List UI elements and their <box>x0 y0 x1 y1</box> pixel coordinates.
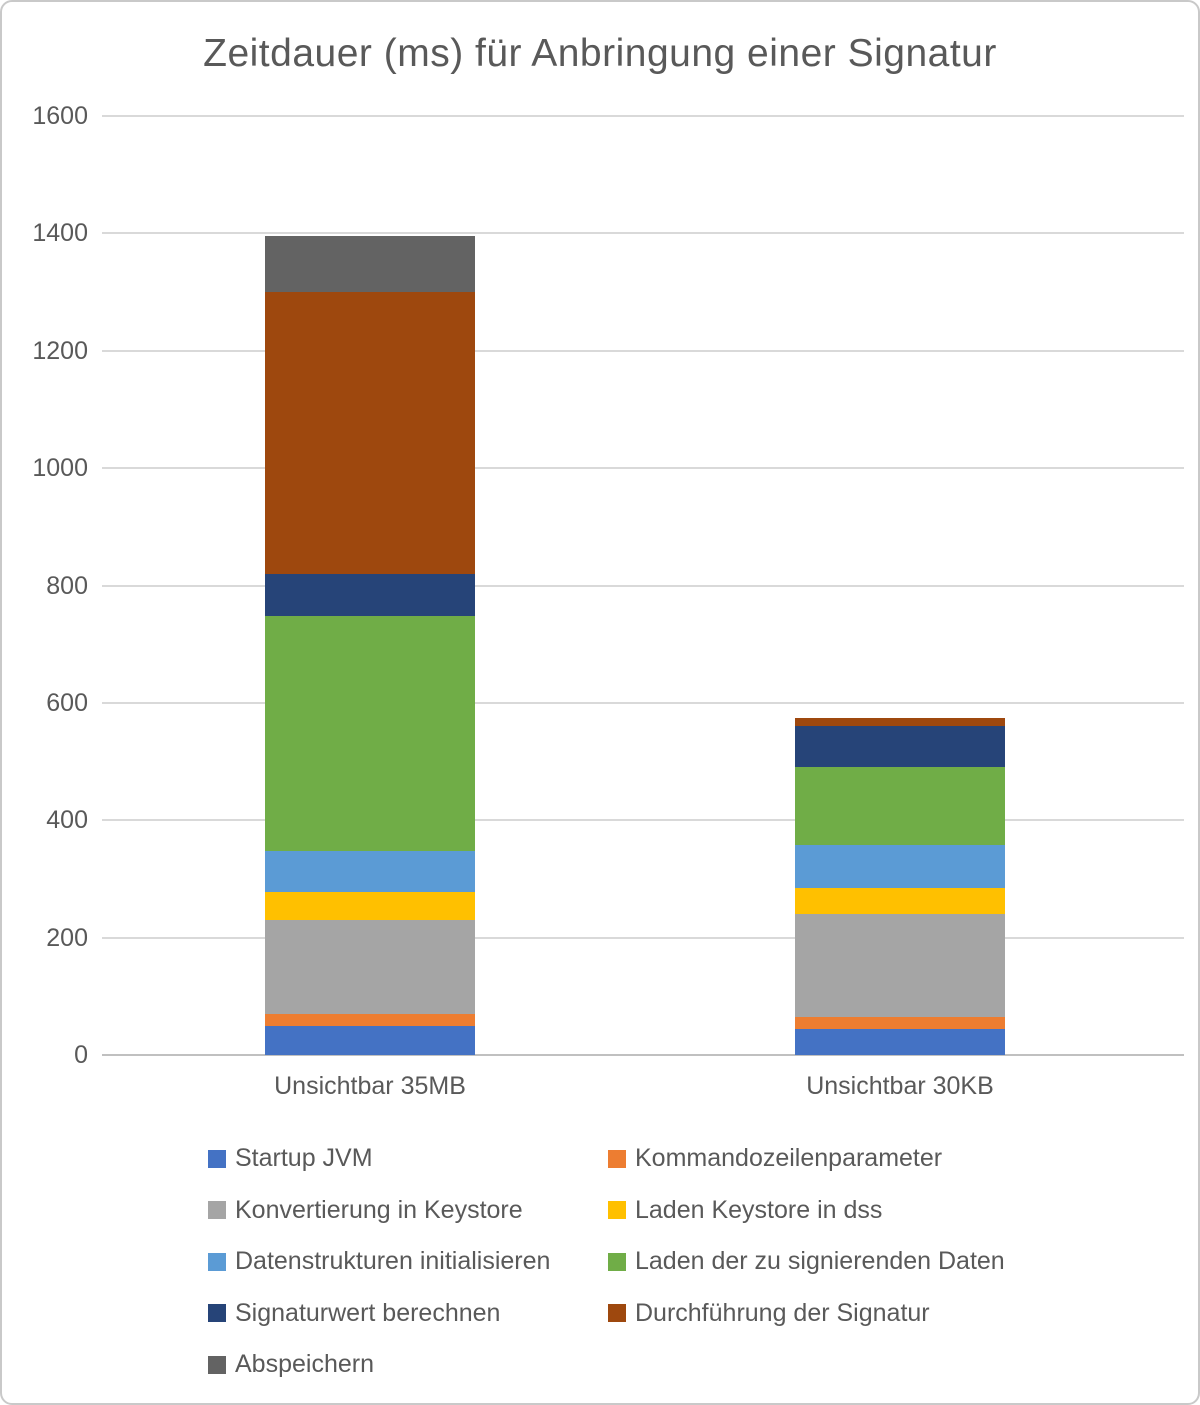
legend-label: Konvertierung in Keystore <box>235 1195 523 1224</box>
legend-item: Laden der zu signierenden Daten <box>608 1247 1005 1276</box>
y-tick-label: 200 <box>46 923 88 952</box>
gridline-800 <box>102 584 1184 587</box>
y-tick-label: 600 <box>46 688 88 717</box>
legend-swatch <box>608 1149 626 1168</box>
legend-label: Laden Keystore in dss <box>635 1195 883 1224</box>
gridline-1000 <box>102 467 1184 470</box>
bar-segment <box>795 717 1005 726</box>
legend-swatch <box>608 1201 626 1220</box>
legend: Startup JVM Kommandozeilenparameter Konver… <box>208 1133 1005 1391</box>
legend-item: Durchführung der Signatur <box>608 1299 1005 1328</box>
bar-segment <box>265 616 475 851</box>
bar-segment <box>265 236 475 293</box>
gridline-400 <box>102 819 1184 822</box>
bar-Unsichtbar 35MB <box>265 116 475 1055</box>
legend-item: Datenstrukturen initialisieren <box>208 1247 608 1276</box>
bar-segment <box>795 1028 1005 1055</box>
legend-label: Abspeichern <box>235 1350 374 1379</box>
chart-title: Zeitdauer (ms) für Anbringung einer Sign… <box>203 32 997 75</box>
legend-label: Kommandozeilenparameter <box>635 1144 943 1173</box>
y-tick-label: 0 <box>74 1041 88 1069</box>
bar-segment <box>795 1016 1005 1029</box>
gridline-0 <box>102 1054 1184 1056</box>
legend-label: Datenstrukturen initialisieren <box>235 1247 551 1276</box>
bar-Unsichtbar 30KB <box>795 116 1005 1055</box>
legend-item: Konvertierung in Keystore <box>208 1196 608 1225</box>
y-tick-label: 800 <box>46 571 88 600</box>
y-tick-label: 1600 <box>32 102 88 130</box>
gridline-600 <box>102 701 1184 704</box>
bar-segment <box>265 573 475 617</box>
legend-label: Signaturwert berechnen <box>235 1298 501 1327</box>
gridline-1200 <box>102 349 1184 352</box>
legend-swatch <box>208 1304 226 1323</box>
bar-segment <box>265 1013 475 1026</box>
legend-swatch <box>208 1201 226 1220</box>
legend-swatch <box>208 1149 226 1168</box>
y-tick-label: 1200 <box>32 336 88 365</box>
legend-label: Laden der zu signierenden Daten <box>635 1247 1005 1276</box>
bar-segment <box>265 850 475 892</box>
y-tick-label: 1000 <box>32 454 88 483</box>
gridline-1600 <box>102 115 1184 117</box>
bar-segment <box>795 887 1005 915</box>
legend-item: Signaturwert berechnen <box>208 1299 608 1328</box>
legend-label: Startup JVM <box>235 1144 373 1173</box>
category-label: Unsichtbar 30KB <box>806 1072 994 1100</box>
bar-segment <box>795 767 1005 845</box>
legend-swatch <box>608 1304 626 1323</box>
legend-swatch <box>208 1355 226 1374</box>
legend-item: Laden Keystore in dss <box>608 1196 1005 1225</box>
bar-segment <box>795 844 1005 888</box>
bar-segment <box>265 920 475 1014</box>
bar-segment <box>795 914 1005 1017</box>
legend-swatch <box>608 1252 626 1271</box>
bar-segment <box>265 292 475 574</box>
plot-area <box>102 115 1184 1056</box>
legend-label: Durchführung der Signatur <box>635 1298 930 1327</box>
bar-segment <box>265 891 475 921</box>
y-tick-label: 1400 <box>32 219 88 248</box>
legend-item: Startup JVM <box>208 1144 608 1173</box>
gridline-1400 <box>102 232 1184 235</box>
category-label: Unsichtbar 35MB <box>274 1072 466 1100</box>
legend-item: Abspeichern <box>208 1350 608 1379</box>
legend-item: Kommandozeilenparameter <box>608 1144 1005 1173</box>
legend-swatch <box>208 1252 226 1271</box>
bar-segment <box>795 725 1005 768</box>
y-tick-label: 400 <box>46 806 88 835</box>
bar-segment <box>265 1025 475 1055</box>
gridline-200 <box>102 936 1184 939</box>
